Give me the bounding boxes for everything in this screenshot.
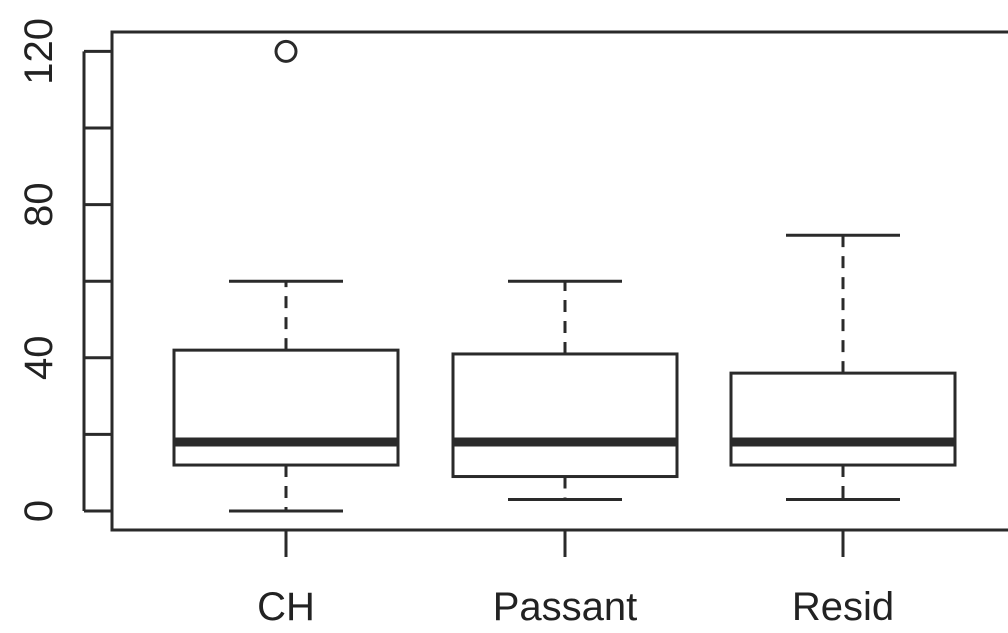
outlier-point	[274, 39, 298, 63]
box-iqr	[729, 371, 957, 467]
y-axis: 0 40 80 120	[17, 18, 112, 522]
box-iqr	[451, 352, 679, 479]
y-tick-label: 0	[17, 500, 61, 522]
box-passant	[451, 279, 679, 502]
y-tick-label: 40	[17, 336, 61, 381]
x-axis: CH Passant Resid	[257, 530, 894, 629]
x-tick-label: Resid	[792, 585, 894, 629]
x-tick-label: CH	[257, 585, 315, 629]
x-tick-label: Passant	[493, 585, 638, 629]
boxes	[172, 39, 957, 513]
box-resid	[729, 233, 957, 502]
y-tick-label: 80	[17, 182, 61, 227]
box-iqr	[172, 348, 400, 467]
box-ch	[172, 39, 400, 513]
y-tick-label: 120	[17, 18, 61, 85]
